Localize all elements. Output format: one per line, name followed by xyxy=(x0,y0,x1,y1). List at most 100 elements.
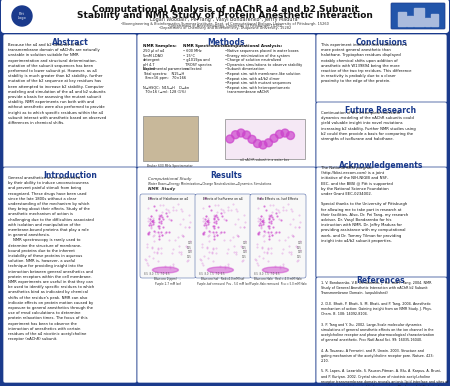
Point xyxy=(279,261,286,267)
Point xyxy=(269,223,276,230)
Point xyxy=(265,216,272,222)
Circle shape xyxy=(265,139,273,147)
Point xyxy=(203,223,210,230)
Point xyxy=(184,257,192,263)
Point xyxy=(288,232,296,239)
Text: 1. V. Bondarenko, V.B. Bondarenko, J. Hu, and P. Tang. 2004. NMR
Study of Genera: 1. V. Bondarenko, V.B. Bondarenko, J. Hu… xyxy=(321,281,449,386)
Point xyxy=(200,215,207,222)
Point xyxy=(220,209,228,215)
Point xyxy=(266,202,274,208)
Point xyxy=(279,207,286,213)
Point xyxy=(211,212,218,218)
Point xyxy=(169,246,176,252)
Point xyxy=(180,233,187,239)
Point xyxy=(210,216,217,222)
Point xyxy=(174,201,181,207)
Point xyxy=(260,215,267,221)
Point xyxy=(211,231,218,237)
Text: Conclusions: Conclusions xyxy=(355,38,407,47)
Point xyxy=(166,262,174,269)
Point xyxy=(279,263,287,269)
Point xyxy=(279,250,286,256)
Text: Blue=no 1(ppm)  ...
Purple 2-7 mM Isof: Blue=no 1(ppm) ... Purple 2-7 mM Isof xyxy=(154,277,182,286)
Point xyxy=(154,246,162,252)
Point xyxy=(296,224,303,230)
Ellipse shape xyxy=(153,267,178,273)
Point xyxy=(166,237,173,243)
Point xyxy=(279,246,287,252)
Text: Water Boxes→Energy Minimization→Charge Neutralization→Dynamics Simulations: Water Boxes→Energy Minimization→Charge N… xyxy=(148,182,271,186)
Point xyxy=(210,244,217,251)
Point xyxy=(266,219,273,225)
Point xyxy=(258,217,265,223)
Point xyxy=(149,254,157,261)
Point xyxy=(209,229,216,235)
Point xyxy=(293,258,301,264)
Point xyxy=(205,233,212,239)
Circle shape xyxy=(231,131,239,139)
Point xyxy=(218,210,225,216)
Point xyxy=(177,206,184,212)
Point xyxy=(230,249,237,256)
Circle shape xyxy=(253,140,261,147)
Point xyxy=(264,246,271,252)
Point xyxy=(186,218,193,225)
Text: The National BBSI program
(http://bbsi.eecom.com) is a joint
initiative of the N: The National BBSI program (http://bbsi.e… xyxy=(321,166,408,243)
Point xyxy=(175,244,182,250)
Point xyxy=(221,264,229,271)
FancyBboxPatch shape xyxy=(316,34,447,103)
Point xyxy=(148,217,155,223)
Point xyxy=(200,229,207,235)
Point xyxy=(183,258,190,264)
Point xyxy=(205,219,212,225)
FancyBboxPatch shape xyxy=(316,167,447,278)
Point xyxy=(232,206,239,212)
Text: Blue=no Halo   Red = 4.0 mM Halo
Purple-Halo removed  Pcu = 5.0 mM Halo: Blue=no Halo Red = 4.0 mM Halo Purple-Ha… xyxy=(250,277,306,286)
Point xyxy=(169,261,176,267)
Point xyxy=(266,213,273,219)
FancyBboxPatch shape xyxy=(316,102,447,168)
Point xyxy=(254,205,261,211)
Point xyxy=(155,258,162,264)
Point xyxy=(213,212,220,218)
Point xyxy=(265,229,272,235)
Point xyxy=(211,225,218,231)
Point xyxy=(260,232,267,238)
Point xyxy=(256,222,263,228)
Point xyxy=(144,231,151,237)
Circle shape xyxy=(248,135,256,143)
Point xyxy=(150,233,157,239)
Point xyxy=(152,207,159,213)
Text: Methods: Methods xyxy=(207,38,245,47)
Point xyxy=(276,229,283,235)
Point xyxy=(254,229,261,235)
Point xyxy=(212,219,219,225)
Point xyxy=(252,257,260,263)
Point xyxy=(223,217,230,223)
Point xyxy=(201,222,208,228)
Point xyxy=(259,254,266,261)
Point xyxy=(282,237,289,243)
Point xyxy=(262,207,269,213)
Bar xyxy=(431,14,438,26)
Point xyxy=(260,217,267,223)
Point xyxy=(219,207,226,213)
Text: Stability and NMR Study of Protein Anesthetic Interaction: Stability and NMR Study of Protein Anest… xyxy=(77,10,373,20)
Point xyxy=(144,229,152,235)
Point xyxy=(266,235,273,242)
Point xyxy=(181,223,189,230)
Point xyxy=(269,202,276,208)
Bar xyxy=(398,12,406,26)
Point xyxy=(288,249,295,255)
Point xyxy=(229,234,236,240)
Point xyxy=(159,202,166,208)
Point xyxy=(155,216,162,222)
Point xyxy=(197,256,204,262)
Text: Blue=no Isof   Red=4.0 mM Isof
Purple-Isof removed  Pcu - 5.0 mM Isof: Blue=no Isof Red=4.0 mM Isof Purple-Isof… xyxy=(197,277,249,286)
Point xyxy=(210,223,217,229)
Point xyxy=(212,218,219,224)
Text: Bruker 600 MHz Spectrometer: Bruker 600 MHz Spectrometer xyxy=(147,164,193,168)
Point xyxy=(285,249,292,256)
Point xyxy=(240,212,247,218)
Point xyxy=(213,249,220,256)
